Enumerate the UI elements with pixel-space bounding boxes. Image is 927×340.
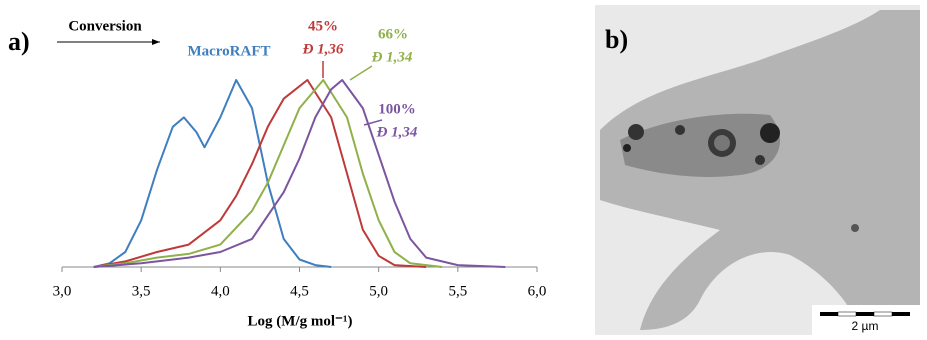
dispersity-label: Đ 1,34 <box>371 49 413 65</box>
series-label: MacroRAFT <box>187 43 270 59</box>
series-label: 100% <box>378 101 416 117</box>
x-tick-label: 3,0 <box>53 283 72 299</box>
panel-label: b) <box>605 25 628 54</box>
leader-line <box>363 119 383 126</box>
x-tick-label: 4,0 <box>211 283 230 299</box>
x-tick-label: 4,5 <box>290 283 309 299</box>
series-label: 66% <box>378 26 408 42</box>
x-tick-label: 6,0 <box>528 283 547 299</box>
series-label: 45% <box>308 18 338 34</box>
series-line <box>93 79 332 268</box>
dispersity-label: Đ 1,34 <box>376 124 418 140</box>
tem-image <box>595 5 920 335</box>
x-tick-label: 5,5 <box>448 283 467 299</box>
leader-line <box>349 65 373 81</box>
dispersity-label: Đ 1,36 <box>302 41 344 57</box>
series-line <box>93 79 427 268</box>
panel-label: a) <box>8 27 30 56</box>
x-tick-label: 3,5 <box>132 283 151 299</box>
arrow-label: Conversion <box>68 18 142 34</box>
x-tick-label: 5,0 <box>369 283 388 299</box>
scale-bar-label: 2 µm <box>852 319 879 333</box>
series-line <box>93 79 443 268</box>
x-axis-label: Log (M/g mol⁻¹) <box>248 313 353 329</box>
series-line <box>93 79 506 268</box>
